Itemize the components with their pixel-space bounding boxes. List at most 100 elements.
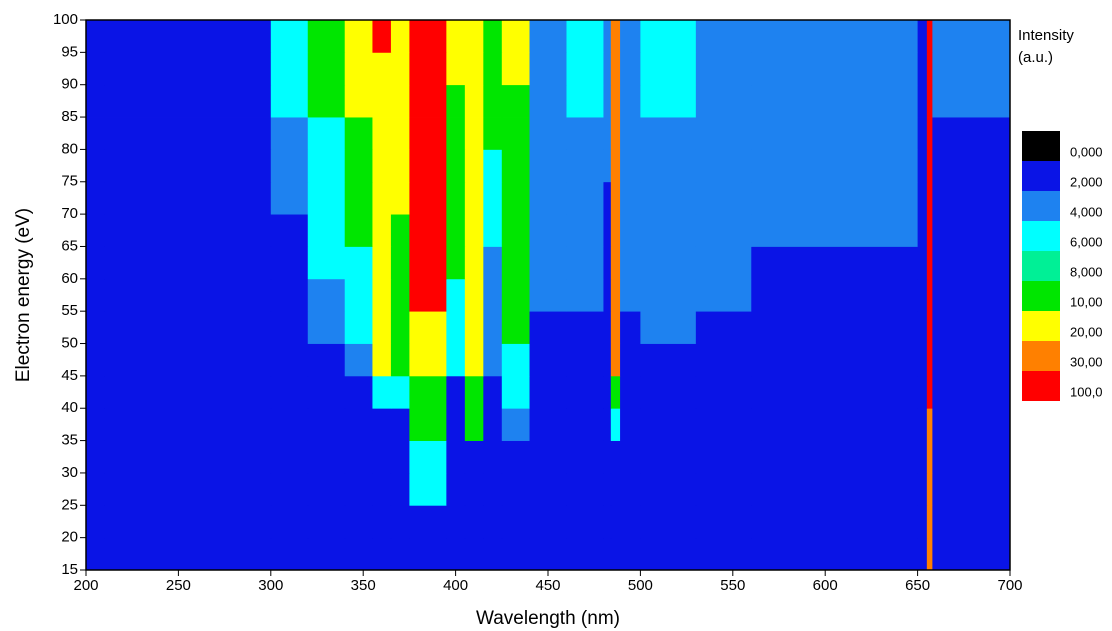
heat-cell	[104, 311, 272, 344]
heat-cell	[610, 375, 621, 409]
heat-cell	[390, 20, 410, 53]
x-tick-label: 650	[905, 577, 930, 594]
heat-cell	[620, 440, 641, 474]
heat-cell	[464, 278, 484, 312]
heat-cell	[307, 537, 346, 571]
heat-cell	[483, 537, 503, 571]
heat-cell	[926, 408, 933, 441]
heat-cell	[464, 181, 484, 215]
heat-cell	[932, 440, 1011, 474]
y-tick-label: 75	[61, 173, 78, 190]
heat-cell	[620, 375, 641, 409]
heat-cell	[409, 343, 447, 377]
heat-cell	[372, 505, 392, 539]
heat-cell	[932, 149, 1011, 183]
heat-cell	[372, 214, 392, 247]
heat-cell	[620, 149, 641, 183]
heat-cell	[104, 343, 272, 377]
heat-cell	[483, 149, 503, 183]
heat-cell	[409, 472, 447, 506]
heat-cell	[926, 375, 933, 409]
heat-cell	[446, 537, 466, 571]
colorbar-swatch	[1022, 311, 1060, 341]
heat-cell	[501, 52, 530, 86]
heat-cell	[603, 84, 612, 118]
heat-cell	[390, 440, 410, 474]
heat-cell	[483, 52, 503, 86]
heat-cell	[566, 472, 604, 506]
heat-cell	[104, 84, 272, 118]
heat-cell	[529, 472, 567, 506]
colorbar-swatch	[1022, 131, 1060, 161]
heat-cell	[86, 84, 105, 118]
heat-cell	[372, 343, 392, 377]
heat-cell	[620, 181, 641, 215]
heat-cell	[409, 408, 447, 441]
heat-cell	[610, 181, 621, 215]
heat-cell	[483, 472, 503, 506]
y-tick-label: 55	[61, 302, 78, 319]
heat-cell	[695, 84, 752, 118]
heat-cell	[501, 181, 530, 215]
heat-cell	[270, 440, 309, 474]
heat-cell	[372, 181, 392, 215]
heat-cell	[917, 343, 928, 377]
heat-cell	[372, 311, 392, 344]
x-tick-label: 550	[720, 577, 745, 594]
heat-cell	[86, 472, 105, 506]
heat-cell	[640, 181, 697, 215]
heat-cell	[307, 440, 346, 474]
heat-cell	[932, 472, 1011, 506]
heat-cell	[104, 149, 272, 183]
heat-cell	[483, 214, 503, 247]
heat-cell	[104, 408, 272, 441]
heat-cell	[464, 311, 484, 344]
heat-cell	[566, 505, 604, 539]
colorbar-label: 10,00	[1070, 294, 1103, 309]
heat-cell	[695, 52, 752, 86]
heat-cell	[529, 311, 567, 344]
y-axis-title: Electron energy (eV)	[13, 208, 34, 382]
y-tick-label: 30	[61, 464, 78, 481]
heat-cell	[390, 52, 410, 86]
heat-cell	[932, 505, 1011, 539]
x-tick-label: 500	[628, 577, 653, 594]
heat-cell	[104, 440, 272, 474]
heat-cell	[695, 311, 752, 344]
heat-cell	[501, 117, 530, 150]
heat-cell	[610, 537, 621, 571]
heat-cell	[390, 505, 410, 539]
heat-cell	[640, 440, 697, 474]
heat-cell	[86, 149, 105, 183]
heat-cell	[603, 472, 612, 506]
heat-cell	[926, 472, 933, 506]
heat-cell	[620, 311, 641, 344]
heat-cell	[344, 52, 373, 86]
heat-cell	[372, 20, 392, 53]
heat-cell	[270, 84, 309, 118]
heat-cell	[104, 181, 272, 215]
heat-cell	[270, 472, 309, 506]
heat-cell	[307, 375, 346, 409]
heat-cell	[307, 117, 346, 150]
x-tick-label: 200	[73, 577, 98, 594]
heat-cell	[620, 20, 641, 53]
heat-cell	[501, 278, 530, 312]
heat-cell	[86, 505, 105, 539]
y-tick-label: 45	[61, 367, 78, 384]
heat-cell	[640, 375, 697, 409]
heat-cell	[695, 537, 752, 571]
heat-cell	[464, 505, 484, 539]
heat-cell	[409, 311, 447, 344]
heat-cell	[566, 84, 604, 118]
heat-cell	[307, 246, 346, 280]
heat-cell	[529, 246, 567, 280]
heat-cell	[640, 149, 697, 183]
heat-cell	[610, 311, 621, 344]
heat-cell	[86, 214, 105, 247]
heat-cell	[372, 149, 392, 183]
heat-cell	[409, 181, 447, 215]
heat-cell	[307, 311, 346, 344]
heat-cell	[270, 505, 309, 539]
heat-cell	[446, 149, 466, 183]
